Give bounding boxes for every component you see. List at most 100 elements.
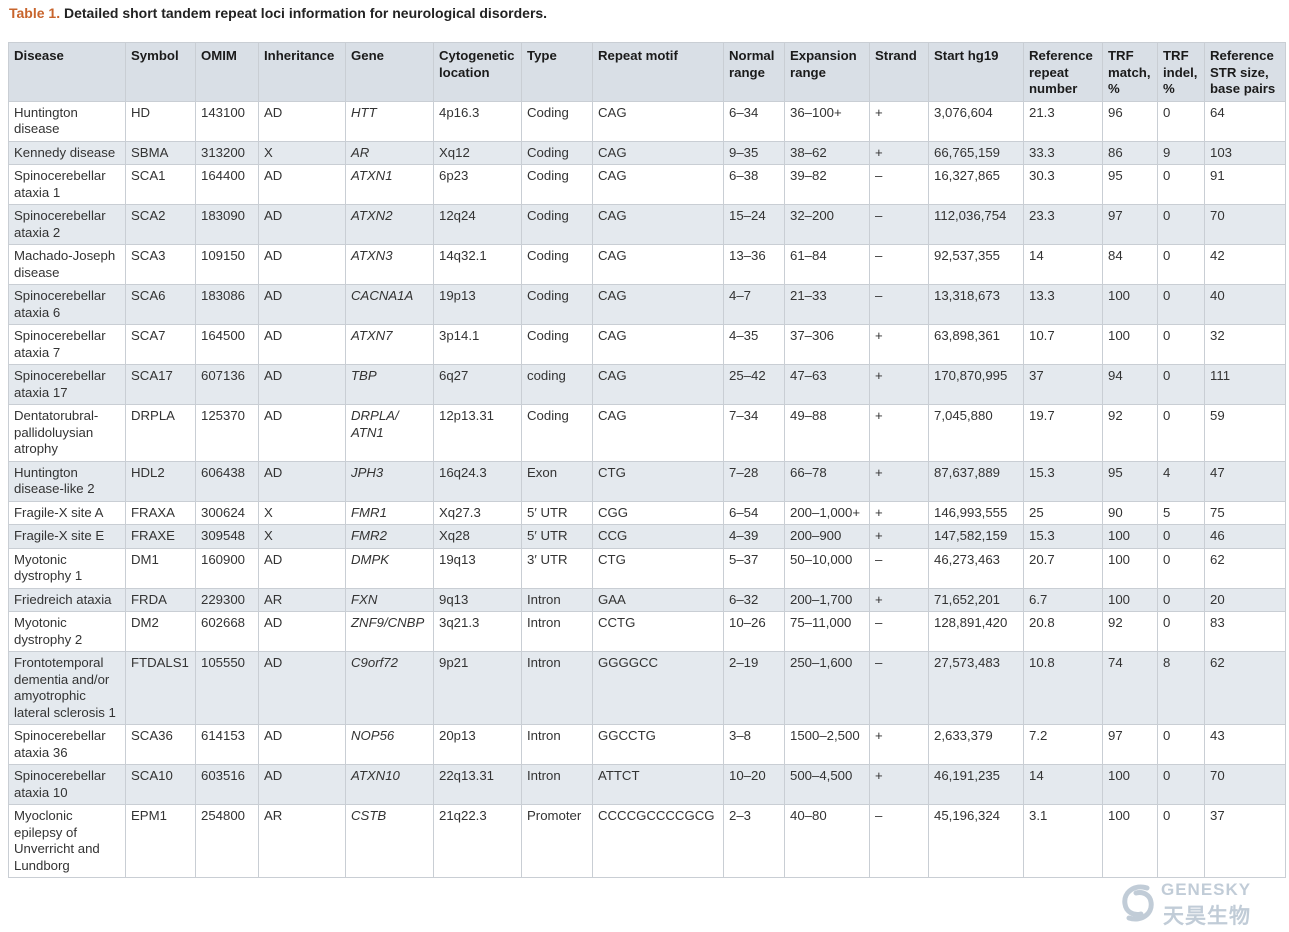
cell-trf-match: 96 — [1102, 100, 1158, 142]
cell-reference-str-size: 40 — [1204, 284, 1286, 325]
cell-trf-indel: 9 — [1157, 140, 1205, 165]
table-row: Spinocerebellar ataxia 2 SCA2 183090 AD ATXN… — [8, 204, 1286, 245]
cell-strand: – — [869, 244, 929, 285]
cell-reference-repeat-number: 20.8 — [1023, 611, 1103, 652]
cell-expansion-range: 66–78 — [784, 460, 870, 502]
watermark-brand-en: GENESKY — [1161, 880, 1252, 899]
cell-gene: DRPLA/ ATN1 — [345, 404, 434, 462]
column-header-inheritance: Inheritance — [258, 42, 346, 102]
cell-repeat-motif: CCCCGCCCCGCG — [592, 804, 724, 878]
cell-strand: + — [869, 324, 929, 365]
column-header-start-hg19: Start hg19 — [928, 42, 1024, 102]
cell-gene: HTT — [345, 100, 434, 142]
genesky-logo-icon — [1122, 884, 1154, 922]
cell-inheritance: X — [258, 500, 346, 525]
cell-start-hg19: 147,582,159 — [928, 524, 1024, 549]
cell-start-hg19: 46,191,235 — [928, 764, 1024, 805]
cell-expansion-range: 37–306 — [784, 324, 870, 365]
cell-expansion-range: 500–4,500 — [784, 764, 870, 805]
cell-strand: + — [869, 100, 929, 142]
cell-symbol: SCA6 — [125, 284, 196, 325]
cell-disease: Fragile-X site A — [8, 500, 126, 525]
cell-disease: Huntington disease — [8, 100, 126, 142]
cell-normal-range: 6–38 — [723, 164, 785, 205]
cell-normal-range: 9–35 — [723, 140, 785, 165]
cell-trf-indel: 0 — [1157, 524, 1205, 549]
cell-normal-range: 4–35 — [723, 324, 785, 365]
cell-trf-indel: 4 — [1157, 460, 1205, 502]
cell-trf-match: 90 — [1102, 500, 1158, 525]
cell-omim: 313200 — [195, 140, 259, 165]
cell-disease: Spinocerebellar ataxia 1 — [8, 164, 126, 205]
cell-symbol: FTDALS1 — [125, 651, 196, 725]
str-loci-table: Disease Symbol OMIM Inheritance Gene Cyt… — [8, 42, 1286, 878]
cell-strand: – — [869, 804, 929, 878]
cell-start-hg19: 112,036,754 — [928, 204, 1024, 245]
cell-gene: FMR1 — [345, 500, 434, 525]
cell-reference-repeat-number: 3.1 — [1023, 804, 1103, 878]
cell-reference-str-size: 91 — [1204, 164, 1286, 205]
cell-normal-range: 4–7 — [723, 284, 785, 325]
cell-start-hg19: 45,196,324 — [928, 804, 1024, 878]
cell-reference-repeat-number: 13.3 — [1023, 284, 1103, 325]
cell-disease: Myotonic dystrophy 1 — [8, 547, 126, 589]
cell-repeat-motif: CAG — [592, 204, 724, 245]
cell-reference-repeat-number: 10.7 — [1023, 324, 1103, 365]
cell-expansion-range: 32–200 — [784, 204, 870, 245]
cell-start-hg19: 2,633,379 — [928, 724, 1024, 765]
cell-start-hg19: 92,537,355 — [928, 244, 1024, 285]
cell-trf-match: 100 — [1102, 284, 1158, 325]
cell-reference-str-size: 37 — [1204, 804, 1286, 878]
cell-gene: FMR2 — [345, 524, 434, 549]
cell-trf-indel: 0 — [1157, 364, 1205, 405]
cell-start-hg19: 7,045,880 — [928, 404, 1024, 462]
cell-omim: 229300 — [195, 587, 259, 612]
cell-gene: NOP56 — [345, 724, 434, 765]
cell-inheritance: AD — [258, 611, 346, 652]
cell-trf-match: 92 — [1102, 404, 1158, 462]
cell-omim: 309548 — [195, 524, 259, 549]
column-header-normal-range: Normal range — [723, 42, 785, 102]
cell-expansion-range: 50–10,000 — [784, 547, 870, 589]
cell-start-hg19: 170,870,995 — [928, 364, 1024, 405]
cell-reference-repeat-number: 6.7 — [1023, 587, 1103, 612]
cell-reference-str-size: 83 — [1204, 611, 1286, 652]
cell-reference-repeat-number: 37 — [1023, 364, 1103, 405]
cell-cytogenetic-location: 4p16.3 — [433, 100, 522, 142]
cell-strand: – — [869, 164, 929, 205]
table-caption-label: Table 1. — [9, 5, 61, 21]
cell-inheritance: X — [258, 140, 346, 165]
cell-repeat-motif: CAG — [592, 364, 724, 405]
column-header-gene: Gene — [345, 42, 434, 102]
cell-disease: Spinocerebellar ataxia 7 — [8, 324, 126, 365]
cell-type: Intron — [521, 587, 593, 612]
cell-trf-match: 84 — [1102, 244, 1158, 285]
cell-cytogenetic-location: Xq27.3 — [433, 500, 522, 525]
cell-start-hg19: 128,891,420 — [928, 611, 1024, 652]
cell-cytogenetic-location: 9q13 — [433, 587, 522, 612]
cell-inheritance: AD — [258, 244, 346, 285]
cell-start-hg19: 13,318,673 — [928, 284, 1024, 325]
cell-inheritance: X — [258, 524, 346, 549]
cell-strand: – — [869, 204, 929, 245]
cell-omim: 254800 — [195, 804, 259, 878]
cell-gene: DMPK — [345, 547, 434, 589]
cell-trf-indel: 0 — [1157, 404, 1205, 462]
cell-normal-range: 15–24 — [723, 204, 785, 245]
cell-expansion-range: 200–1,700 — [784, 587, 870, 612]
cell-disease: Friedreich ataxia — [8, 587, 126, 612]
cell-reference-str-size: 111 — [1204, 364, 1286, 405]
cell-start-hg19: 66,765,159 — [928, 140, 1024, 165]
cell-cytogenetic-location: 19p13 — [433, 284, 522, 325]
table-header-row: Disease Symbol OMIM Inheritance Gene Cyt… — [8, 42, 1286, 102]
table-body: Huntington disease HD 143100 AD HTT 4p16.3 Cod… — [8, 100, 1286, 878]
cell-symbol: SCA17 — [125, 364, 196, 405]
cell-gene: ZNF9/CNBP — [345, 611, 434, 652]
cell-disease: Machado-Joseph disease — [8, 244, 126, 285]
cell-symbol: SCA3 — [125, 244, 196, 285]
cell-normal-range: 13–36 — [723, 244, 785, 285]
cell-trf-match: 92 — [1102, 611, 1158, 652]
cell-start-hg19: 87,637,889 — [928, 460, 1024, 502]
cell-inheritance: AD — [258, 164, 346, 205]
column-header-cytogenetic-location: Cytogenetic location — [433, 42, 522, 102]
